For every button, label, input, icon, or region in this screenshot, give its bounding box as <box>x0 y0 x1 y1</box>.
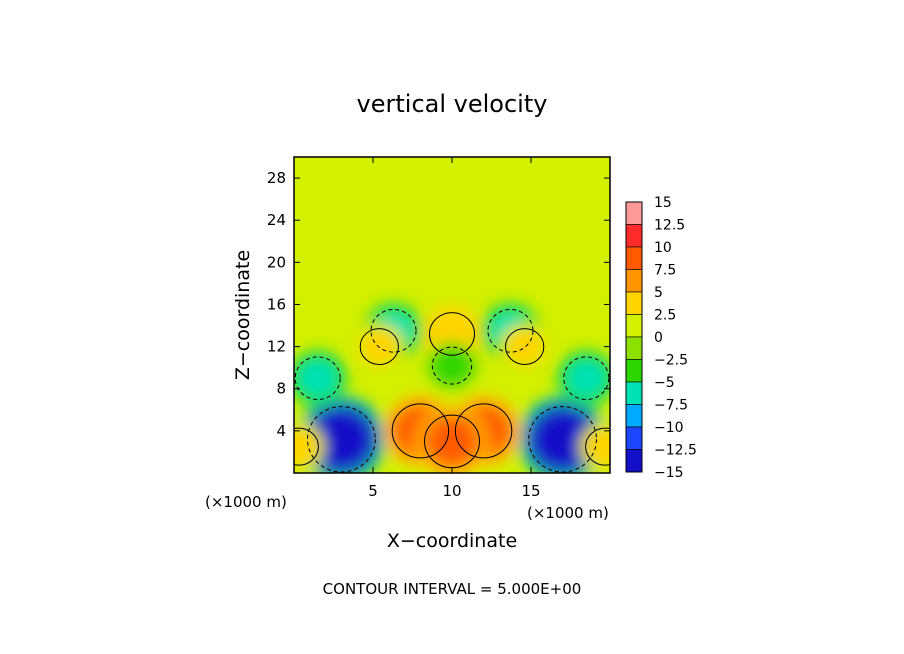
y-tick-label: 8 <box>276 380 286 398</box>
field-feature <box>353 322 405 371</box>
colorbar-frame <box>625 201 643 473</box>
y-tick-label: 16 <box>267 295 286 313</box>
colorbar-swatch <box>625 359 643 383</box>
contour-interval-note: CONTOUR INTERVAL = 5.000E+00 <box>323 580 582 598</box>
field-feature <box>499 322 551 371</box>
colorbar-swatch <box>625 291 643 315</box>
x-tick-label: 15 <box>521 482 540 500</box>
colorbar-swatch <box>625 381 643 405</box>
colorbar-label: 15 <box>654 195 672 211</box>
contour-line <box>391 403 450 459</box>
colorbar-swatch <box>625 404 643 428</box>
y-tick-label: 24 <box>267 211 286 229</box>
colorbar-swatch <box>625 201 643 225</box>
contour-line <box>294 356 341 401</box>
colorbar-label: 7.5 <box>654 263 676 279</box>
x-axis-unit: (×1000 m) <box>527 504 609 522</box>
x-axis-label: X−coordinate <box>387 530 517 552</box>
contour-line <box>294 427 319 466</box>
field-feature <box>579 422 610 472</box>
contour-line <box>585 427 610 466</box>
y-axis-label: Z−coordinate <box>232 250 254 380</box>
y-tick-label: 4 <box>276 422 286 440</box>
colorbar-label: −7.5 <box>654 398 688 414</box>
colorbar-label: −15 <box>654 465 684 481</box>
contour-line <box>307 406 376 473</box>
colorbar-label: 12.5 <box>654 218 685 234</box>
axes: 5 10 15 4 8 12 16 20 24 28 <box>267 157 610 500</box>
colorbar-label: 0 <box>654 330 663 346</box>
contour-line <box>563 356 610 401</box>
contour-line <box>370 308 417 353</box>
colorbar-swatch <box>625 224 643 248</box>
y-tick-label: 12 <box>267 338 286 356</box>
y-axis-unit: (×1000 m) <box>205 493 287 511</box>
contour-line <box>359 328 399 366</box>
colorbar-swatch <box>625 269 643 293</box>
colorbar-swatch <box>625 314 643 338</box>
colorbar-label: 2.5 <box>654 308 676 324</box>
field-feature <box>425 340 479 391</box>
plot-area <box>293 156 611 474</box>
contour-line <box>454 403 513 459</box>
colorbar-label: 5 <box>654 285 663 301</box>
x-tick-label: 5 <box>368 482 378 500</box>
colorbar-label: 10 <box>654 240 672 256</box>
x-tick-label: 10 <box>442 482 461 500</box>
field-feature <box>294 422 325 472</box>
contour-line <box>505 328 545 366</box>
field-feature <box>415 406 489 473</box>
colorbar-label: −5 <box>654 375 675 391</box>
y-tick-label: 20 <box>267 253 286 271</box>
colorbar-label: −10 <box>654 420 684 436</box>
colorbar-swatch <box>625 449 643 473</box>
colorbar-swatch <box>625 246 643 270</box>
colorbar-label: −12.5 <box>654 443 697 459</box>
chart-title: vertical velocity <box>357 90 548 118</box>
colorbar-swatch <box>625 336 643 360</box>
contour-line <box>428 312 476 356</box>
y-tick-label: 28 <box>267 169 286 187</box>
colorbar-label: −2.5 <box>654 353 688 369</box>
colorbar-swatch <box>625 426 643 450</box>
field-feature <box>556 349 610 407</box>
colorbar: 15 12.5 10 7.5 5 2.5 0 −2.5 −5 −7.5 −10 −12.5 −15 <box>625 195 697 481</box>
field-feature <box>294 349 348 407</box>
contour-line <box>528 406 597 473</box>
contour-line <box>431 346 473 385</box>
